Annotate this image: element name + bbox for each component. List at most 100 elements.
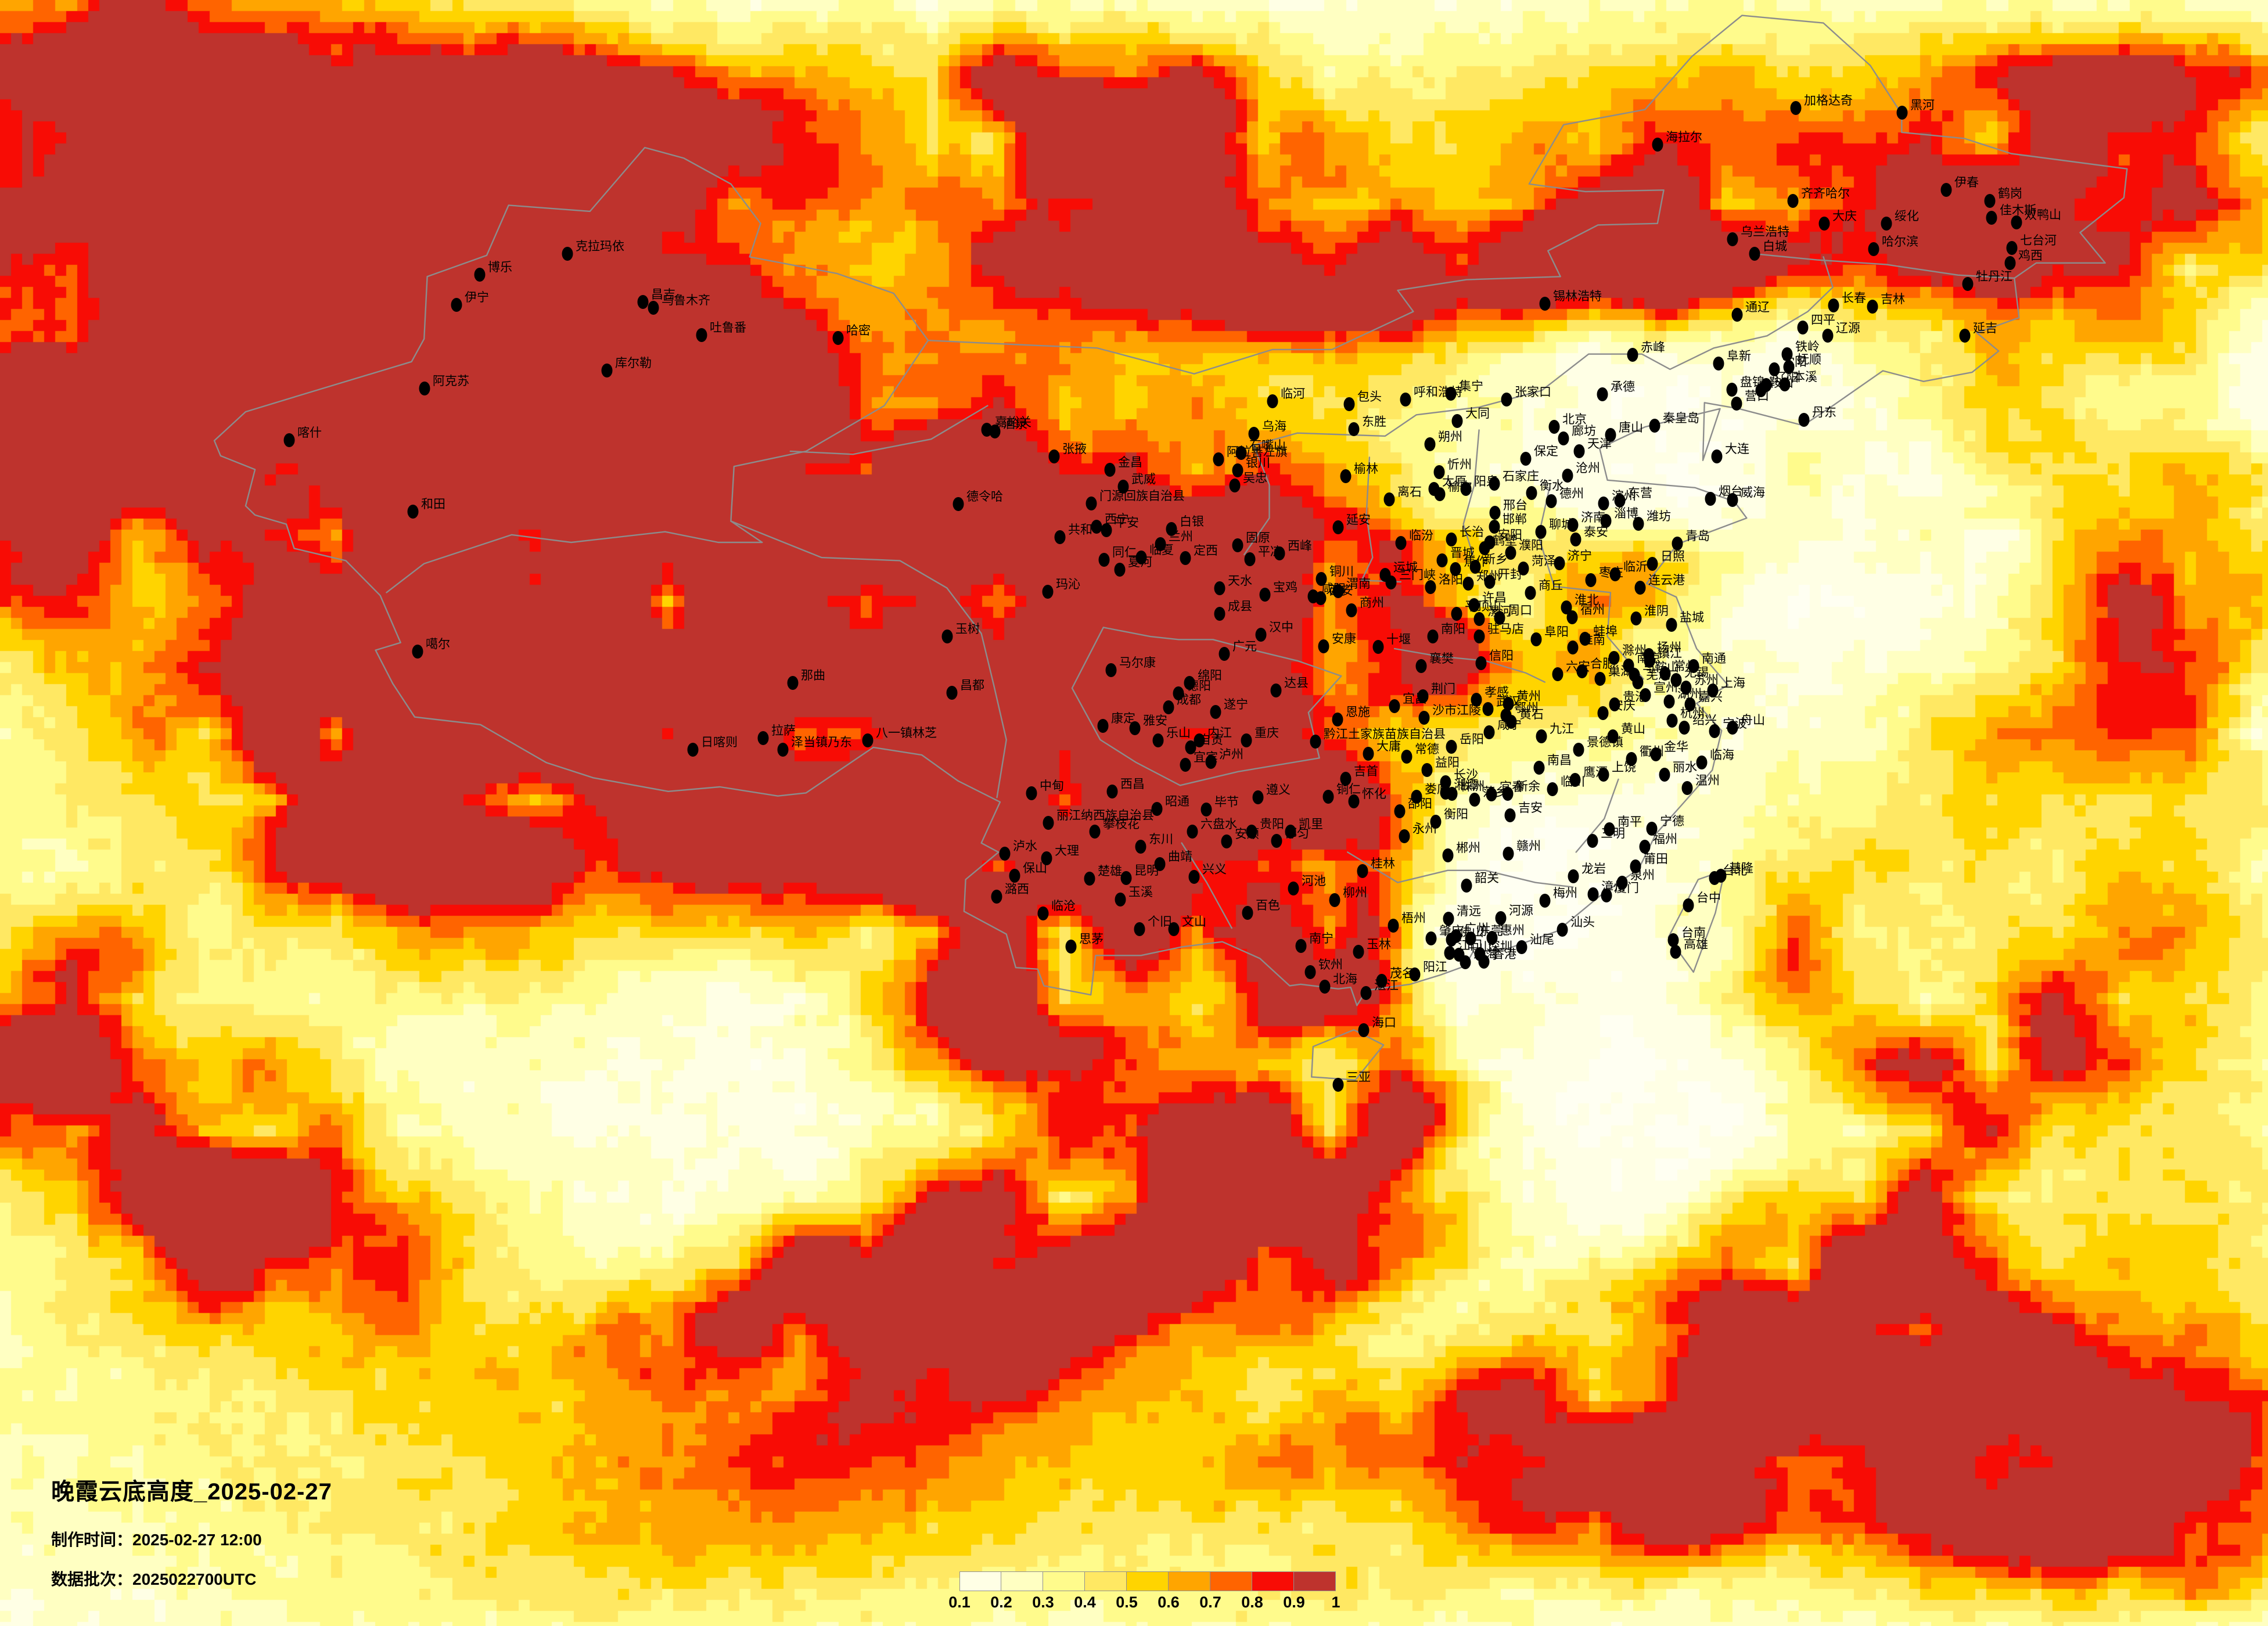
city-dot	[1486, 787, 1497, 801]
city-dot	[1383, 492, 1395, 506]
city-marker: 连云港	[1634, 574, 1685, 595]
city-marker: 黑河	[1896, 99, 1935, 120]
city-marker: 伊春	[1940, 176, 1979, 197]
city-dot	[1787, 194, 1799, 208]
city-marker: 大理	[1041, 844, 1079, 865]
city-label: 邢台	[1503, 499, 1527, 512]
city-dot	[1605, 428, 1616, 442]
production-time-label: 制作时间：	[51, 1531, 133, 1549]
city-marker: 江门	[1444, 939, 1482, 960]
city-dot	[1634, 581, 1646, 595]
city-marker: 绍兴	[1678, 714, 1717, 735]
city-label: 思茅	[1079, 933, 1104, 946]
city-label: 西峰	[1288, 539, 1312, 553]
city-dot	[1353, 945, 1364, 959]
production-time-value: 2025-02-27 12:00	[132, 1531, 262, 1549]
city-dot	[2011, 215, 2022, 229]
city-label: 七台河	[2020, 234, 2057, 247]
city-label: 兴义	[1202, 863, 1227, 876]
city-marker: 大同	[1451, 407, 1490, 428]
city-label: 安康	[1332, 632, 1356, 646]
city-label: 库尔勒	[615, 357, 652, 370]
city-dot	[1343, 397, 1355, 411]
city-dot	[1241, 733, 1252, 747]
city-dot	[1539, 894, 1551, 908]
city-marker: 鹤岗	[1984, 187, 2022, 208]
city-marker: 金昌	[1104, 456, 1142, 477]
city-label: 呼和浩特	[1414, 386, 1462, 399]
city-dot	[1415, 659, 1427, 673]
city-label: 哈密	[846, 324, 871, 337]
city-dot	[1666, 714, 1678, 728]
city-marker: 柳州	[1329, 886, 1367, 907]
city-marker: 保山	[1009, 862, 1047, 883]
city-marker: 台南	[1667, 926, 1706, 947]
city-dot	[1520, 452, 1532, 466]
city-label: 文山	[1182, 915, 1206, 929]
city-dot	[1451, 607, 1462, 621]
city-label: 常德	[1415, 743, 1439, 756]
city-dot	[1332, 520, 1344, 534]
city-marker: 威海	[1727, 486, 1765, 507]
city-marker: 宝鸡	[1259, 581, 1297, 602]
city-label: 噶尔	[426, 638, 450, 651]
city-marker: 湖州	[1663, 688, 1702, 708]
city-label: 丽水	[1673, 761, 1697, 774]
city-marker: 张掖	[1048, 443, 1087, 463]
city-marker: 齐齐哈尔	[1787, 187, 1850, 208]
city-label: 遵义	[1266, 783, 1291, 797]
city-marker: 博乐	[474, 261, 512, 282]
city-dot	[1749, 247, 1760, 261]
city-marker: 毕节	[1201, 796, 1239, 816]
city-label: 桂林	[1371, 857, 1395, 870]
city-dot	[1598, 497, 1609, 510]
city-dot	[946, 686, 958, 700]
city-marker: 自贡	[1185, 733, 1223, 754]
city-dot	[1187, 825, 1198, 839]
city-dot	[1731, 397, 1742, 411]
city-dot	[1424, 437, 1436, 451]
city-marker: 聊城	[1535, 518, 1573, 539]
city-marker: 德令哈	[953, 490, 1003, 511]
city-marker: 加格达奇	[1790, 94, 1853, 115]
city-label: 包头	[1357, 390, 1382, 404]
city-label: 东川	[1149, 833, 1173, 846]
city-dot	[1608, 651, 1620, 665]
city-marker: 河源	[1495, 904, 1533, 925]
city-dot	[1552, 667, 1563, 681]
city-marker: 高雄	[1670, 938, 1708, 959]
city-label: 杭州	[1680, 707, 1705, 720]
city-marker: 同仁	[1098, 546, 1137, 567]
city-dot	[1086, 497, 1097, 510]
city-dot	[1270, 684, 1282, 697]
city-marker: 牡丹江	[1962, 270, 2012, 291]
city-marker: 武汉	[1482, 695, 1521, 716]
city-dot	[1779, 377, 1791, 391]
city-dot	[777, 743, 789, 757]
city-dot	[1525, 586, 1536, 600]
city-label: 四平	[1811, 314, 1835, 327]
city-dot	[1881, 217, 1892, 231]
city-dot	[1659, 768, 1670, 782]
city-marker: 盘锦	[1726, 376, 1764, 397]
city-dot	[1940, 183, 1952, 197]
city-marker: 四平	[1797, 314, 1835, 334]
city-label: 聊城	[1549, 518, 1573, 531]
city-label: 承德	[1611, 380, 1635, 394]
province-borders	[213, 15, 2128, 1081]
city-label: 邯郸	[1503, 513, 1527, 526]
city-dot	[1315, 591, 1327, 605]
city-dot	[1896, 106, 1908, 120]
city-marker: 乌兰浩特	[1727, 225, 1789, 246]
city-label: 宣州	[1654, 681, 1678, 695]
city-dot	[1626, 752, 1637, 766]
legend-tick-labels: 0.1 0.2 0.3 0.4 0.5 0.6 0.7 0.8 0.9 1	[948, 1593, 1366, 1613]
city-label: 集宁	[1459, 380, 1483, 393]
city-label: 东莞	[1479, 924, 1503, 938]
city-marker: 广元	[1219, 640, 1257, 661]
city-label: 马鞍山	[1642, 661, 1679, 674]
city-dot	[1627, 348, 1638, 362]
city-dot	[1539, 297, 1551, 311]
legend-tick-label: 0.7	[1199, 1593, 1221, 1611]
